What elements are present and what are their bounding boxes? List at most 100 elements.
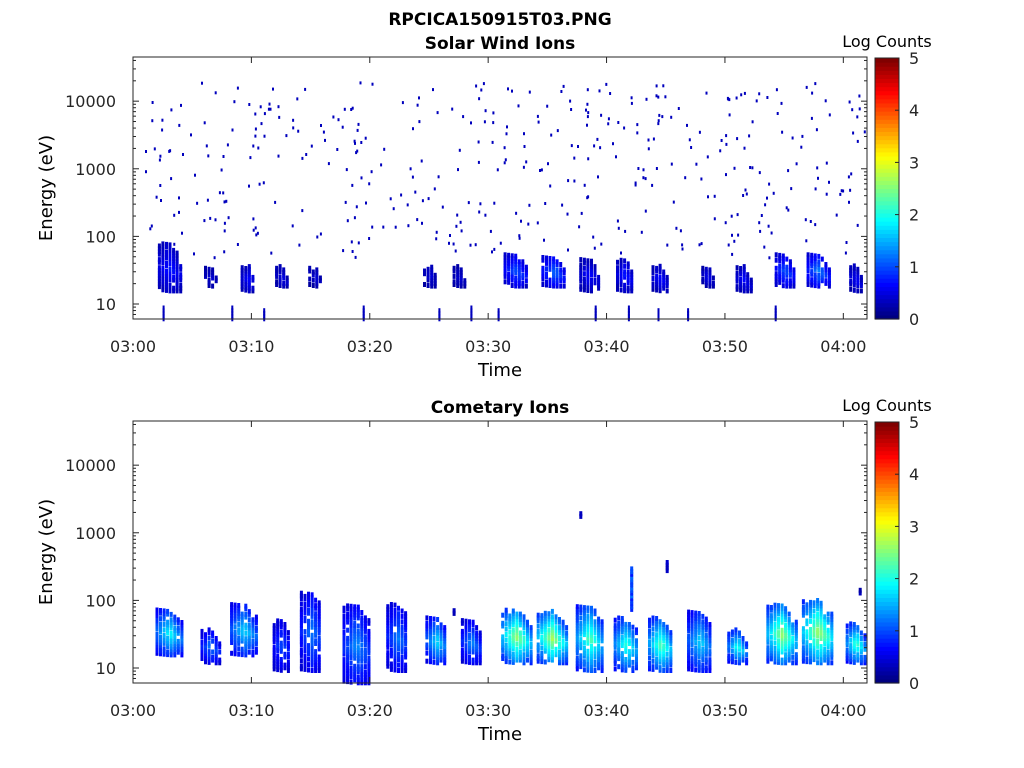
burst-cell — [575, 647, 579, 653]
burst-cell — [849, 265, 853, 271]
burst-cell — [697, 643, 701, 649]
burst-cell — [856, 657, 860, 663]
burst-cell — [168, 250, 172, 256]
burst-cell — [787, 646, 791, 652]
burst-cell — [314, 638, 318, 644]
burst-cell — [204, 659, 207, 665]
burst-cell — [175, 258, 179, 264]
burst-cell — [510, 269, 514, 275]
burst-cell — [655, 265, 659, 271]
burst-cell — [856, 266, 860, 272]
burst-cell — [745, 644, 749, 650]
burst-cell — [207, 657, 211, 663]
burst-cell — [863, 644, 867, 650]
burst-cell — [766, 618, 770, 624]
burst-cell — [386, 652, 390, 658]
burst-cell — [279, 657, 283, 662]
burst-cell — [526, 641, 529, 647]
burst-cell — [735, 276, 739, 281]
burst-cell — [240, 614, 244, 620]
burst-cell — [200, 645, 204, 651]
burst-cell — [514, 256, 518, 262]
background-hit — [249, 156, 252, 160]
burst-cell — [176, 644, 180, 650]
burst-cell — [593, 662, 597, 668]
background-hit — [483, 120, 486, 124]
burst-cell — [812, 627, 816, 633]
burst-cell — [590, 285, 593, 291]
burst-cell — [207, 283, 211, 288]
burst-cell — [363, 653, 367, 659]
burst-cell — [734, 643, 738, 649]
burst-cell — [172, 256, 176, 261]
burst-cell — [346, 619, 350, 625]
burst-cell — [791, 660, 795, 666]
burst-cell — [211, 283, 215, 289]
burst-cell — [310, 654, 314, 660]
solar-wind-panel: Solar Wind Ions 03:00 03:10 03:20 03:30 03:4… — [36, 32, 932, 381]
burst-cell — [788, 270, 792, 276]
burst-cell — [548, 261, 552, 267]
burst-cell — [314, 603, 318, 609]
burst-cell — [169, 641, 173, 647]
burst-cell — [507, 263, 511, 269]
burst-cell — [742, 274, 746, 280]
colorbar-segment — [875, 650, 899, 656]
colorbar-tick-label: 4 — [909, 465, 919, 484]
burst-cell — [468, 646, 471, 652]
background-hit — [155, 195, 158, 199]
burst-cell — [475, 654, 479, 660]
burst-cell — [619, 282, 623, 288]
burst-cell — [662, 630, 666, 636]
background-hit — [351, 183, 354, 187]
burst-cell — [773, 627, 777, 632]
burst-cell — [404, 611, 408, 617]
background-hit — [182, 153, 184, 156]
burst-cell — [742, 288, 746, 294]
burst-cell — [397, 641, 400, 646]
burst-cell — [540, 629, 544, 635]
burst-cell — [708, 649, 712, 655]
burst-cell — [543, 632, 547, 638]
burst-cell — [600, 638, 604, 644]
burst-cell — [780, 638, 784, 644]
burst-cell — [278, 280, 282, 286]
burst-cell — [517, 275, 521, 281]
burst-cell — [517, 283, 521, 289]
burst-cell — [393, 618, 397, 624]
burst-cell — [741, 657, 745, 663]
burst-cell — [565, 654, 569, 660]
burst-cell — [155, 640, 159, 645]
burst-cell — [701, 668, 705, 673]
burst-cell — [784, 606, 788, 612]
burst-cell — [586, 624, 590, 630]
burst-cell — [810, 277, 814, 283]
burst-cell — [367, 645, 371, 651]
x-tick-label: 04:00 — [820, 701, 866, 720]
burst-cell — [662, 649, 666, 655]
burst-cell — [690, 615, 694, 621]
burst-cell — [389, 648, 393, 653]
background-hit — [411, 175, 414, 179]
burst-cell — [690, 639, 694, 645]
background-hit — [389, 197, 392, 201]
burst-cell — [529, 654, 533, 660]
burst-cell — [283, 638, 287, 644]
burst-cell — [175, 283, 179, 288]
burst-cell — [708, 630, 712, 636]
burst-cell — [658, 621, 662, 627]
colorbar-segment — [875, 274, 899, 279]
background-hit — [785, 206, 788, 210]
burst-cell — [819, 603, 823, 609]
background-hit — [587, 111, 590, 115]
burst-cell — [443, 627, 447, 633]
colorbar-segment — [875, 593, 899, 598]
burst-cell — [360, 666, 364, 672]
burst-cell — [211, 630, 215, 636]
burst-cell — [547, 622, 551, 627]
burst-cell — [346, 638, 350, 644]
burst-cell — [315, 278, 319, 284]
burst-cell — [429, 653, 432, 659]
burst-cell — [307, 667, 310, 673]
